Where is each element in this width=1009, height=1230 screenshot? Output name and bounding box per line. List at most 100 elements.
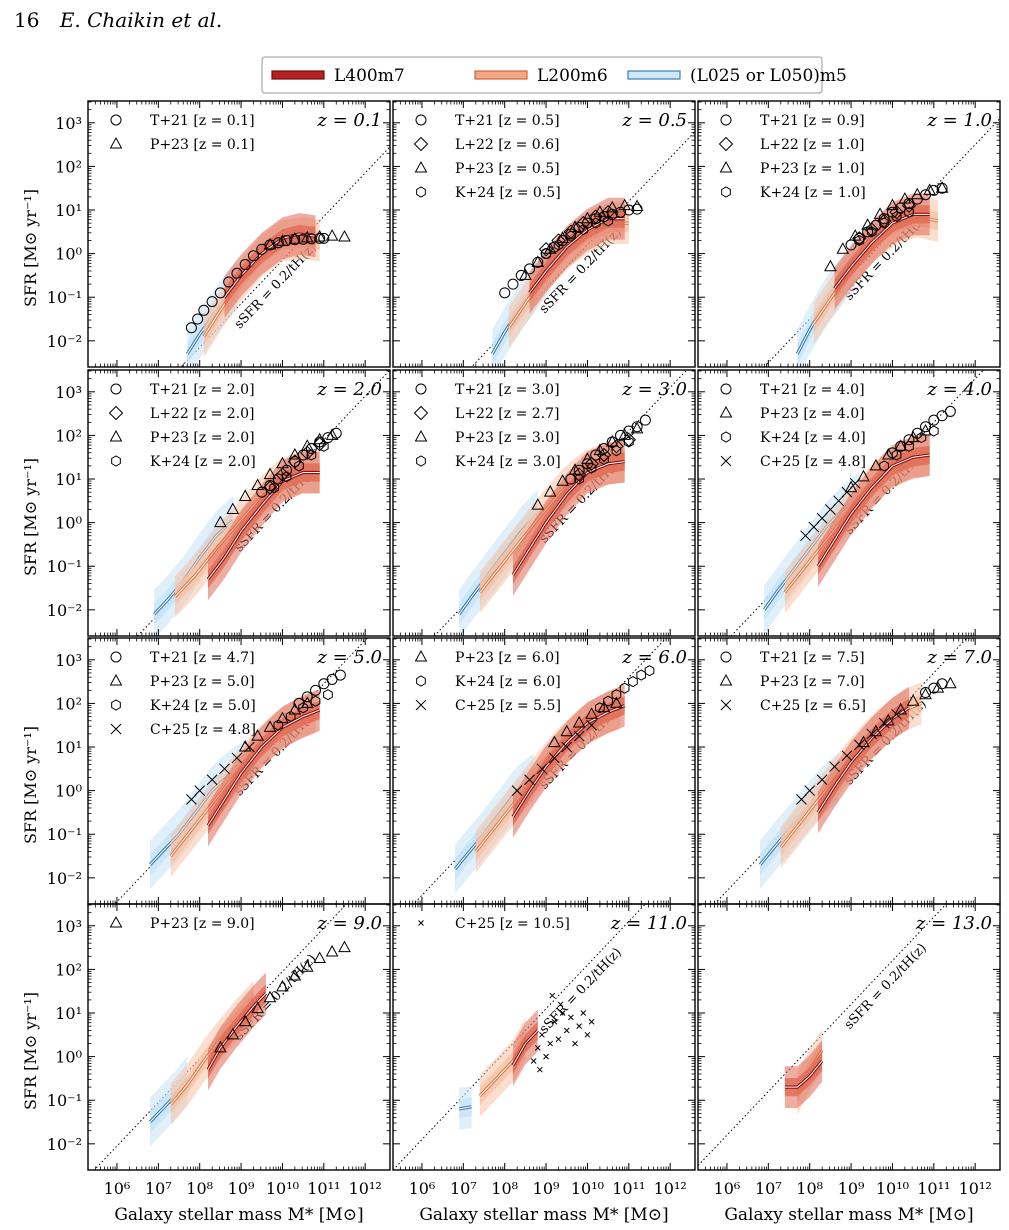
triangle-marker — [263, 467, 277, 480]
obs-legend-label: T+21 [z = 7.5] — [760, 650, 865, 666]
hexagon-marker — [111, 699, 121, 711]
ssfr-reference-line — [114, 638, 368, 904]
legend-label: (L025 or L050)m5 — [690, 66, 847, 86]
x-tick-label: 10⁹ — [838, 1179, 865, 1198]
diamond-marker — [588, 209, 603, 224]
legend-label: L400m7 — [334, 66, 405, 86]
triangle-marker — [288, 968, 302, 981]
y-tick-label: 10⁻² — [47, 332, 82, 351]
diamond-marker — [413, 405, 429, 421]
hexagon-marker — [879, 460, 889, 472]
triangle-marker — [906, 694, 920, 706]
cross-marker — [825, 504, 836, 515]
triangle-marker — [288, 232, 302, 244]
triangle-marker — [597, 700, 611, 713]
x-tick-label: 10¹² — [654, 1179, 687, 1198]
cross-marker — [808, 521, 820, 533]
obs-legend-label: C+25 [z = 10.5] — [455, 916, 570, 932]
triangle-marker — [719, 160, 733, 173]
page-header: 16 E. Chaikin et al. — [14, 8, 222, 32]
triangle-marker — [719, 673, 733, 686]
x-tick-label: 10¹⁰ — [266, 1179, 299, 1198]
hexagon-marker — [416, 455, 426, 467]
redshift-label: z = 1.0 — [926, 110, 992, 131]
y-tick-label: 10³ — [55, 917, 82, 936]
triangle-marker — [263, 990, 277, 1003]
panel: sSFR = 0.2/tH(z) z = 11.0 C+25 [z = 10.5] 1… — [392, 903, 696, 1225]
obs-legend-label: K+24 [z = 4.0] — [760, 430, 866, 446]
triangle-marker — [923, 183, 937, 195]
circle-marker — [415, 114, 427, 126]
panel: sSFR = 0.2/tH(z)z = 5.0 T+21 [z = 4.7] P+2… — [21, 637, 391, 905]
hexagon-marker — [306, 449, 317, 461]
triangle-marker — [568, 220, 582, 232]
L400m7-median-line — [512, 1030, 539, 1066]
ssfr-reference-line — [93, 904, 348, 1170]
y-tick-label: 10¹ — [55, 1004, 82, 1023]
panel: sSFR = 0.2/tH(z)z = 3.0T+21 [z = 3.0]L+2… — [392, 369, 696, 637]
triangle-marker — [719, 405, 733, 418]
circle-marker — [301, 691, 313, 703]
obs-legend-label: K+24 [z = 2.0] — [150, 454, 256, 470]
diamond-marker — [621, 432, 637, 447]
small-cross-marker — [563, 1027, 570, 1034]
cross-marker — [796, 793, 807, 805]
triangle-marker — [869, 458, 883, 471]
triangle-marker — [556, 474, 569, 486]
diamond-marker — [852, 231, 867, 246]
hexagon-marker — [721, 431, 731, 443]
ssfr-reference-line — [698, 904, 947, 1166]
x-tick-label: 10⁶ — [104, 1179, 131, 1198]
x-tick-label: 10⁷ — [450, 1179, 477, 1198]
x-tick-label: 10¹² — [349, 1179, 382, 1198]
circle-marker — [853, 232, 865, 244]
ssfr-reference-line — [730, 370, 985, 636]
circle-marker — [415, 383, 427, 395]
L400m7-median-line — [834, 213, 930, 289]
triangle-marker — [338, 230, 351, 242]
cross-marker — [866, 728, 878, 740]
y-tick-label: 10¹ — [55, 201, 82, 220]
x-tick-label: 10¹¹ — [612, 1179, 645, 1198]
x-tick-label: 10¹⁰ — [571, 1179, 604, 1198]
hexagon-marker — [323, 689, 333, 701]
y-tick-label: 10¹ — [55, 470, 82, 489]
diamond-marker — [563, 224, 579, 240]
hexagon-marker — [891, 210, 902, 223]
cross-marker — [206, 774, 218, 786]
circle-marker — [720, 114, 732, 126]
obs-legend-label: T+21 [z = 4.7] — [150, 650, 255, 666]
small-cross-marker — [539, 1031, 545, 1038]
small-cross-marker — [584, 1031, 591, 1038]
obs-legend-label: K+24 [z = 6.0] — [455, 674, 561, 690]
obs-legend-label: K+24 [z = 5.0] — [150, 698, 256, 714]
cross-marker — [511, 785, 523, 796]
small-cross-marker — [530, 1058, 537, 1064]
triangle-marker — [109, 915, 123, 928]
cross-marker — [829, 761, 840, 772]
circle-marker — [305, 233, 317, 245]
circle-marker — [639, 414, 651, 426]
triangle-marker — [630, 199, 644, 212]
diamond-marker — [596, 447, 612, 463]
circle-marker — [334, 669, 346, 681]
diamond-marker — [413, 136, 429, 152]
cross-marker — [816, 512, 828, 524]
triangle-marker — [531, 498, 545, 510]
plot-area: sSFR = 0.2/tH(z) — [713, 638, 968, 904]
circle-marker — [499, 287, 511, 299]
hexagon-marker — [416, 186, 426, 198]
triangle-marker — [873, 207, 887, 219]
small-cross-marker — [559, 1010, 566, 1016]
triangle-marker — [288, 447, 302, 460]
hexagon-marker — [928, 425, 939, 437]
hexagon-marker — [599, 453, 609, 465]
triangle-marker — [593, 205, 607, 217]
hexagon-marker — [603, 695, 613, 707]
panel: sSFR = 0.2/tH(z) z = 0.1 T+21 [z = 0.1] P+2… — [21, 100, 391, 368]
cross-marker — [524, 774, 535, 786]
circle-marker — [903, 434, 915, 446]
L400m7-inner-band — [207, 463, 320, 589]
obs-legend-label: P+23 [z = 0.1] — [150, 137, 255, 153]
y-tick-label: 10⁻² — [47, 1135, 82, 1154]
